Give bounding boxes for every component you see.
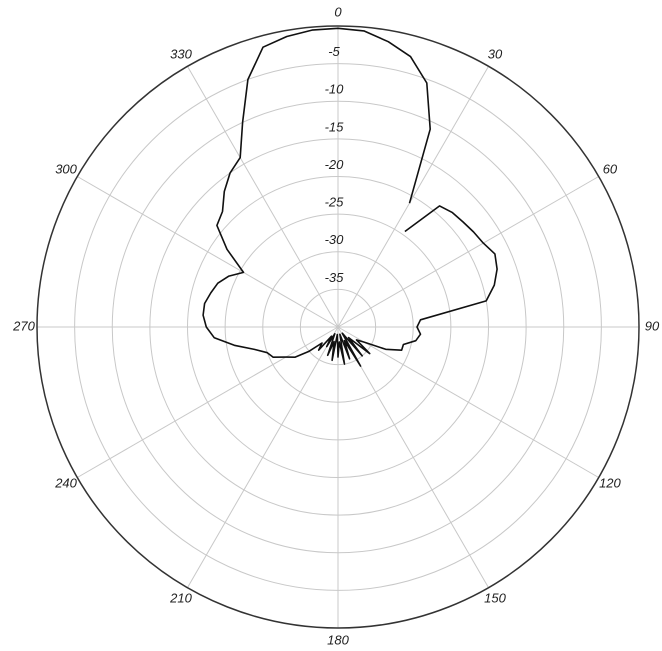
grid-spoke [187,66,339,328]
theta-tick-label: 150 [484,590,506,605]
r-tick-label: -5 [328,44,340,59]
r-tick-label: -10 [325,82,345,97]
theta-tick-label: 0 [334,4,342,19]
theta-tick-label: 90 [645,318,660,333]
r-tick-label: -25 [325,195,345,210]
grid-spoke [187,326,339,588]
theta-tick-label: 270 [12,318,35,333]
theta-tick-label: 240 [54,475,77,490]
grid-spoke [337,66,489,328]
theta-tick-label: 120 [599,475,621,490]
theta-tick-label: 300 [55,161,77,176]
grid-spoke [337,176,599,328]
grid-spoke [77,176,339,328]
outer-circle [36,25,640,629]
theta-tick-label: 180 [327,632,349,647]
r-tick-label: -30 [325,232,345,247]
r-tick-label: -20 [325,157,345,172]
grid-spoke [77,326,339,478]
r-tick-label: -15 [325,119,345,134]
theta-tick-label: 210 [169,590,192,605]
pattern-line [202,27,498,367]
r-tick-label: -35 [325,270,345,285]
theta-tick-label: 330 [170,47,192,62]
grid-spoke [337,326,489,588]
grid-spoke [337,326,599,478]
theta-tick-label: 30 [488,47,503,62]
theta-tick-label: 60 [603,161,618,176]
